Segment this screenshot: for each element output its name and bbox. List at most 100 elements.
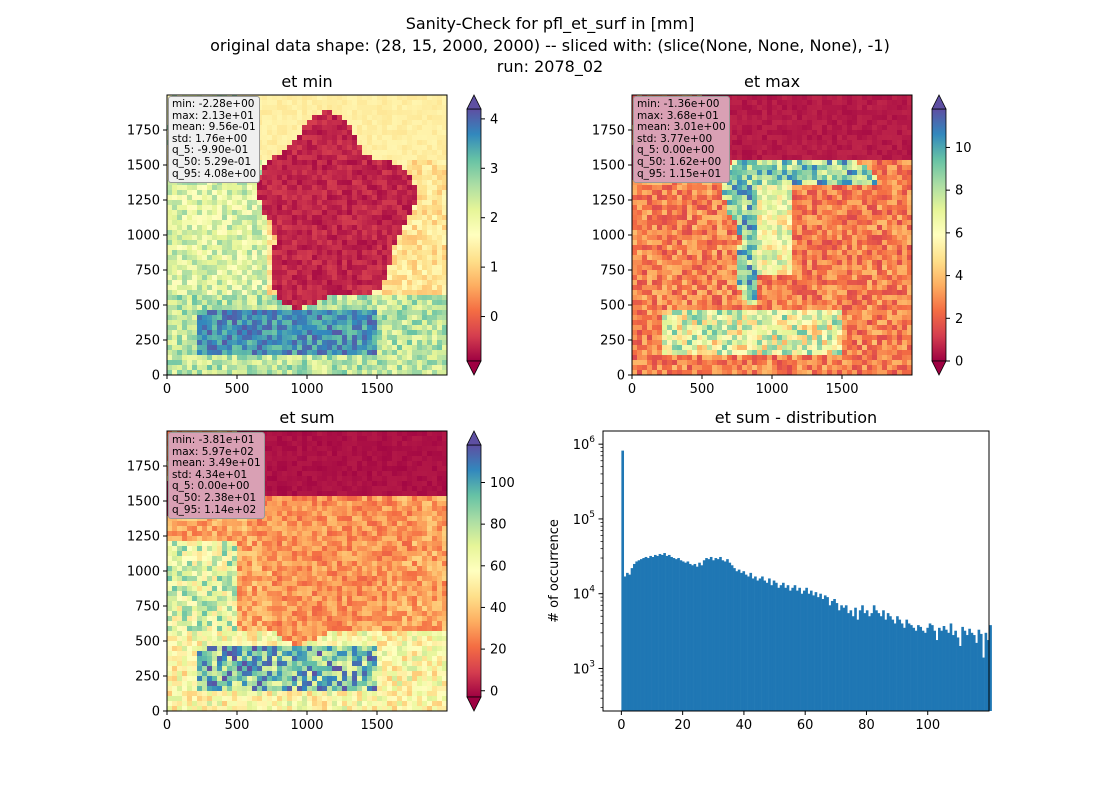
heatmap-cell xyxy=(707,215,713,221)
heatmap-cell xyxy=(392,270,398,276)
heatmap-cell xyxy=(302,340,308,346)
heatmap-cell xyxy=(197,235,203,241)
heatmap-cell xyxy=(747,355,753,361)
heatmap-cell xyxy=(287,185,293,191)
heatmap-cell xyxy=(637,320,643,326)
heatmap-cell xyxy=(757,185,763,191)
heatmap-cell xyxy=(387,305,393,311)
heatmap-cell xyxy=(647,360,653,366)
heatmap-cell xyxy=(282,245,288,251)
heatmap-cell xyxy=(307,255,313,261)
heatmap-cell xyxy=(382,195,388,201)
heatmap-cell xyxy=(687,190,693,196)
heatmap-cell xyxy=(782,250,788,256)
heatmap-cell xyxy=(777,315,783,321)
heatmap-cell xyxy=(272,265,278,271)
heatmap-cell xyxy=(252,270,258,276)
heatmap-cell xyxy=(317,235,323,241)
heatmap-cell xyxy=(742,240,748,246)
heatmap-cell xyxy=(377,370,383,376)
heatmap-cell xyxy=(267,325,273,331)
heatmap-cell xyxy=(277,175,283,181)
heatmap-cell xyxy=(332,180,338,186)
heatmap-cell xyxy=(272,135,278,141)
heatmap-cell xyxy=(207,270,213,276)
heatmap-cell xyxy=(192,365,198,371)
heatmap-cell xyxy=(762,285,768,291)
heatmap-cell xyxy=(747,200,753,206)
heatmap-cell xyxy=(687,240,693,246)
heatmap-cell xyxy=(672,310,678,316)
heatmap-cell xyxy=(222,220,228,226)
heatmap-cell xyxy=(372,340,378,346)
heatmap-cell xyxy=(682,200,688,206)
heatmap-cell xyxy=(442,175,448,181)
heatmap-cell xyxy=(267,350,273,356)
heatmap-cell xyxy=(272,115,278,121)
heatmap-cell xyxy=(212,280,218,286)
heatmap-cell xyxy=(737,345,743,351)
heatmap-cell xyxy=(367,270,373,276)
heatmap-cell xyxy=(307,270,313,276)
heatmap-cell xyxy=(752,195,758,201)
heatmap-cell xyxy=(367,265,373,271)
heatmap-cell xyxy=(397,170,403,176)
heatmap-cell xyxy=(742,310,748,316)
heatmap-cell xyxy=(757,210,763,216)
heatmap-cell xyxy=(362,330,368,336)
heatmap-cell xyxy=(382,235,388,241)
heatmap-cell xyxy=(652,340,658,346)
heatmap-cell xyxy=(427,160,433,166)
heatmap-cell xyxy=(642,210,648,216)
heatmap-cell xyxy=(632,320,638,326)
heatmap-cell xyxy=(292,305,298,311)
heatmap-cell xyxy=(392,320,398,326)
heatmap-cell xyxy=(432,215,438,221)
heatmap-cell xyxy=(437,335,443,341)
heatmap-cell xyxy=(342,305,348,311)
heatmap-cell xyxy=(302,215,308,221)
heatmap-cell xyxy=(632,290,638,296)
heatmap-cell xyxy=(752,360,758,366)
heatmap-cell xyxy=(662,215,668,221)
heatmap-cell xyxy=(352,200,358,206)
heatmap-cell xyxy=(677,240,683,246)
heatmap-cell xyxy=(167,255,173,261)
heatmap-cell xyxy=(282,330,288,336)
heatmap-cell xyxy=(292,110,298,116)
heatmap-cell xyxy=(367,255,373,261)
heatmap-cell xyxy=(657,215,663,221)
heatmap-cell xyxy=(387,365,393,371)
heatmap-cell xyxy=(632,225,638,231)
heatmap-cell xyxy=(307,285,313,291)
heatmap-cell xyxy=(707,235,713,241)
heatmap-cell xyxy=(712,235,718,241)
heatmap-cell xyxy=(412,195,418,201)
heatmap-cell xyxy=(292,155,298,161)
heatmap-cell xyxy=(342,160,348,166)
heatmap-cell xyxy=(642,275,648,281)
heatmap-cell xyxy=(367,135,373,141)
heatmap-cell xyxy=(197,300,203,306)
heatmap-cell xyxy=(347,335,353,341)
heatmap-cell xyxy=(202,360,208,366)
heatmap-cell xyxy=(427,300,433,306)
heatmap-cell xyxy=(732,325,738,331)
heatmap-cell xyxy=(652,295,658,301)
heatmap-cell xyxy=(787,140,793,146)
heatmap-cell xyxy=(787,365,793,371)
heatmap-cell xyxy=(342,325,348,331)
heatmap-cell xyxy=(227,345,233,351)
heatmap-cell xyxy=(247,340,253,346)
heatmap-cell xyxy=(212,315,218,321)
heatmap-cell xyxy=(177,270,183,276)
heatmap-cell xyxy=(167,270,173,276)
heatmap-cell xyxy=(327,275,333,281)
heatmap-cell xyxy=(417,145,423,151)
heatmap-cell xyxy=(302,135,308,141)
heatmap-cell xyxy=(642,250,648,256)
heatmap-cell xyxy=(367,125,373,131)
heatmap-cell xyxy=(397,155,403,161)
heatmap-cell xyxy=(177,195,183,201)
